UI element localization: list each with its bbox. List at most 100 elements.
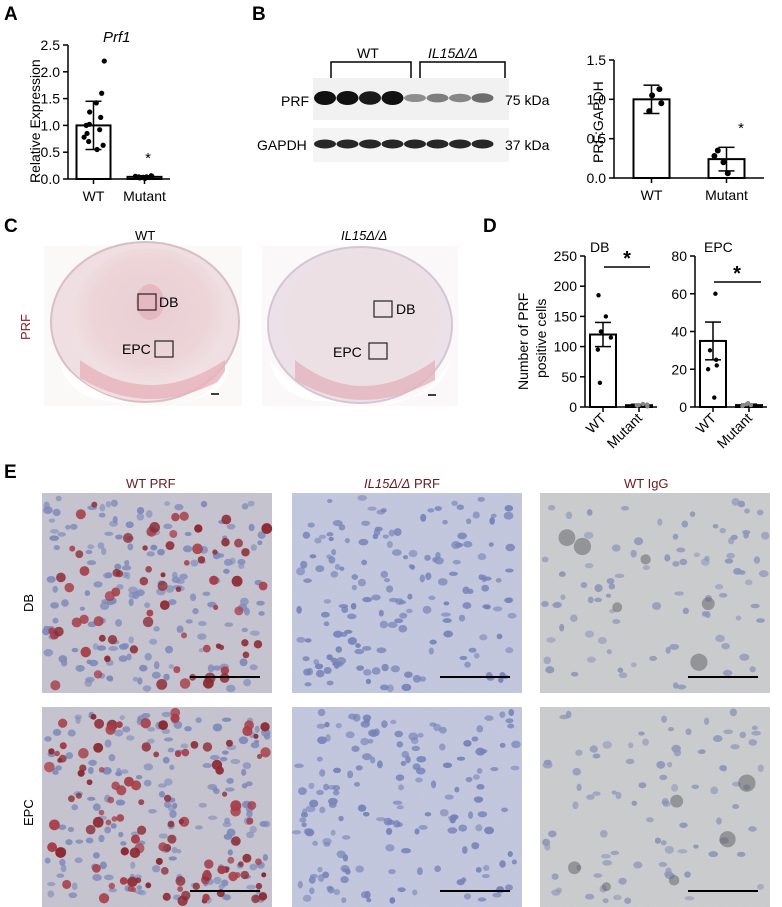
significance-star: * <box>733 263 741 285</box>
data-point <box>87 109 93 115</box>
y-tick-label: 0.0 <box>41 171 61 187</box>
data-point <box>712 395 717 400</box>
y-tick-label: 2.5 <box>41 37 61 53</box>
chart-b: 0.0 0.5 1.0 1.5 WT Mutant * <box>587 52 764 203</box>
tissue-section-wt: DB EPC <box>44 241 242 406</box>
subchart-title-db: DB <box>590 239 609 255</box>
y-tick-label: 2.0 <box>41 64 61 80</box>
data-point <box>720 159 727 166</box>
blot-bracket-wt <box>330 61 412 78</box>
blot-band-prf <box>404 94 426 102</box>
blot-band-gapdh <box>449 139 471 149</box>
blot-band-gapdh <box>471 139 494 149</box>
roi-box-db-mutant <box>373 300 393 318</box>
panel-label-c: C <box>4 216 18 237</box>
data-point <box>640 401 646 407</box>
panel-e-col3: WT IgG <box>624 476 669 491</box>
blot-band-gapdh <box>404 139 426 149</box>
data-point <box>608 335 614 340</box>
y-tick-label: 0 <box>679 399 687 415</box>
panel-e-col2-rest: PRF <box>410 476 440 491</box>
roi-label-epc-mutant: EPC <box>333 344 362 360</box>
data-point <box>86 138 92 145</box>
blot-row-gapdh-label: GAPDH <box>257 137 307 153</box>
data-point <box>148 173 154 179</box>
tissue-section-mutant: DB EPC <box>262 246 458 406</box>
x-tick-label: Mutant <box>604 410 646 452</box>
y-tick-label: 1.5 <box>587 52 607 68</box>
data-point <box>94 146 100 153</box>
y-tick-label: 0 <box>569 399 577 415</box>
data-point <box>711 152 718 159</box>
panel-e-col2-italic: IL15Δ/Δ <box>364 476 410 491</box>
micrograph-grid <box>42 493 770 907</box>
panel-e-col1: WT PRF <box>126 476 176 491</box>
y-tick-label: 60 <box>671 286 687 302</box>
blot-row-prf-label: PRF <box>281 93 309 109</box>
texture <box>292 493 522 693</box>
significance-star: * <box>145 150 151 167</box>
texture <box>540 707 770 907</box>
data-point <box>86 121 92 127</box>
data-point <box>101 58 107 64</box>
data-point <box>713 291 718 296</box>
blot-band-prf <box>314 91 336 105</box>
data-point <box>714 363 719 368</box>
data-point <box>598 329 604 334</box>
y-tick-label: 1.0 <box>587 91 607 107</box>
micrograph-r2-c3 <box>540 707 770 907</box>
micrograph-r1-c2 <box>292 493 522 693</box>
panel-b-ylabel: PRF:GAPDH <box>590 81 606 163</box>
blot-band-gapdh <box>314 139 336 149</box>
panel-d-ylabel-1: Number of PRF <box>515 293 531 390</box>
panel-e-row2: EPC <box>21 799 36 826</box>
data-point <box>97 127 103 133</box>
significance-star: * <box>738 120 744 137</box>
x-tick-label: Mutant <box>705 187 748 203</box>
texture <box>42 707 272 907</box>
panel-label-b: B <box>252 4 266 25</box>
texture <box>540 493 770 693</box>
data-point <box>98 114 104 120</box>
micrograph-r1-c1 <box>42 493 273 693</box>
panel-c-stain-label: PRF <box>18 314 33 340</box>
data-point <box>597 380 603 386</box>
panel-c-title-wt: WT <box>135 228 155 243</box>
blot-group-wt: WT <box>357 45 379 61</box>
panel-a-ylabel: Relative Expression <box>27 59 43 183</box>
data-point <box>644 402 650 407</box>
y-tick-label: 80 <box>671 248 687 264</box>
micrograph-r2-c1 <box>42 707 272 907</box>
data-point <box>100 142 106 148</box>
blot-band-prf <box>449 93 471 103</box>
panel-a-title: Prf1 <box>103 29 131 46</box>
blot-band-prf <box>471 93 494 103</box>
blot-band-gapdh <box>426 139 449 149</box>
data-point <box>143 174 150 180</box>
roi-box-epc-wt <box>154 340 174 358</box>
x-tick-label: WT <box>582 409 609 436</box>
blot-band-prf <box>359 91 381 105</box>
roi-label-db-mutant: DB <box>396 301 415 317</box>
blot-group-mutant: IL15Δ/Δ <box>428 45 478 61</box>
y-tick-label: 20 <box>671 361 687 377</box>
x-tick-label: WT <box>641 187 663 203</box>
blot-size-75: 75 kDa <box>505 92 550 108</box>
x-tick-label: Mutant <box>714 410 756 452</box>
panel-e-row1: DB <box>21 594 36 612</box>
y-tick-label: 0.5 <box>587 131 607 147</box>
micrograph-r1-c3 <box>540 493 770 693</box>
chart-a: 0.0 0.5 1.0 1.5 2.0 2.5 WT Mutant * <box>41 37 170 204</box>
x-tick-label: WT <box>692 409 719 436</box>
blot-band-gapdh <box>381 139 404 149</box>
panel-label-a: A <box>4 4 18 25</box>
y-tick-label: 1.0 <box>41 117 61 133</box>
roi-box-epc-mutant <box>368 342 388 360</box>
roi-label-epc-wt: EPC <box>122 341 151 357</box>
subchart-title-epc: EPC <box>704 239 733 255</box>
y-tick-label: 0.5 <box>41 144 61 160</box>
y-tick-label: 200 <box>554 278 578 294</box>
x-tick-label: Mutant <box>123 188 166 204</box>
